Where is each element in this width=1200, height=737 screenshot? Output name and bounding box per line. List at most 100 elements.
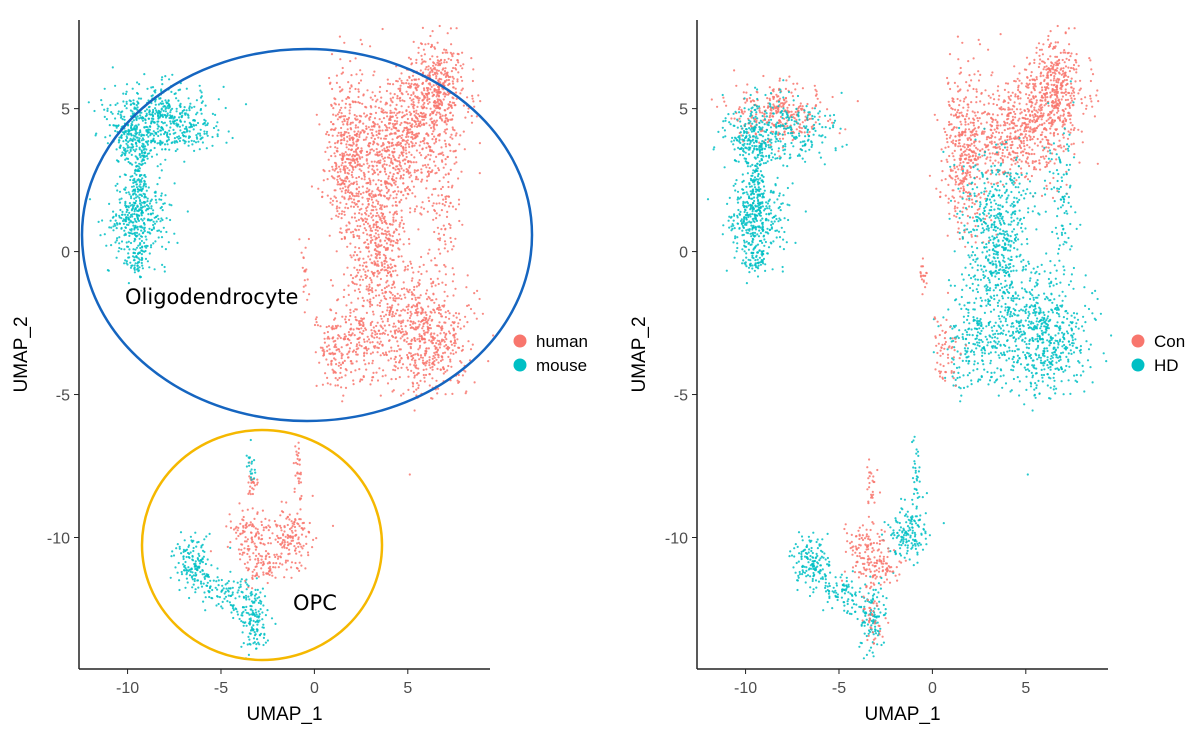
data-point bbox=[404, 149, 407, 152]
data-point bbox=[358, 328, 361, 331]
data-point bbox=[453, 150, 456, 153]
data-point bbox=[438, 339, 441, 343]
data-point bbox=[368, 177, 371, 180]
data-point bbox=[414, 95, 417, 98]
data-point bbox=[432, 130, 435, 133]
data-point bbox=[414, 308, 418, 312]
data-point bbox=[367, 203, 370, 206]
data-point bbox=[158, 141, 161, 144]
data-point bbox=[389, 97, 392, 100]
data-point bbox=[348, 184, 351, 187]
data-point bbox=[441, 185, 444, 189]
data-point bbox=[453, 336, 456, 339]
data-point bbox=[150, 205, 153, 208]
data-point bbox=[366, 335, 369, 338]
data-point bbox=[351, 166, 354, 169]
data-point bbox=[135, 148, 138, 151]
data-point bbox=[414, 339, 417, 343]
data-point bbox=[300, 533, 304, 536]
data-point bbox=[406, 311, 409, 315]
data-point bbox=[410, 140, 413, 143]
data-point bbox=[444, 51, 447, 54]
data-point bbox=[355, 194, 358, 197]
data-point bbox=[433, 301, 436, 304]
data-point bbox=[391, 313, 394, 316]
data-point bbox=[392, 240, 395, 243]
data-point bbox=[422, 98, 425, 101]
data-point bbox=[383, 245, 386, 249]
data-point bbox=[440, 104, 443, 107]
data-point bbox=[146, 218, 149, 221]
data-point bbox=[167, 99, 170, 102]
data-point bbox=[371, 168, 374, 171]
data-point bbox=[353, 113, 356, 117]
data-point bbox=[413, 294, 416, 297]
data-point bbox=[414, 322, 417, 325]
data-point bbox=[268, 573, 271, 577]
data-point bbox=[360, 317, 363, 320]
data-point bbox=[348, 347, 351, 350]
data-point bbox=[288, 527, 292, 531]
data-point bbox=[347, 186, 350, 189]
data-point bbox=[411, 293, 414, 296]
data-point bbox=[128, 193, 131, 196]
data-point bbox=[388, 126, 391, 129]
data-point bbox=[419, 42, 423, 45]
data-point bbox=[129, 148, 132, 151]
data-point bbox=[140, 229, 143, 232]
data-point bbox=[400, 366, 403, 369]
data-point bbox=[421, 107, 424, 110]
data-point bbox=[248, 632, 251, 635]
data-point bbox=[123, 152, 126, 155]
data-point bbox=[373, 346, 376, 349]
data-point bbox=[156, 142, 159, 145]
data-point bbox=[382, 117, 386, 120]
data-point bbox=[383, 332, 386, 335]
data-point bbox=[246, 552, 249, 556]
data-point bbox=[433, 71, 436, 74]
data-point bbox=[273, 553, 276, 557]
data-point bbox=[161, 263, 164, 266]
data-point bbox=[383, 137, 386, 140]
data-point bbox=[447, 364, 450, 368]
data-point bbox=[144, 162, 147, 165]
data-point bbox=[443, 299, 446, 302]
data-point bbox=[366, 340, 369, 343]
data-point bbox=[348, 103, 351, 106]
data-point bbox=[331, 165, 334, 168]
data-point bbox=[370, 160, 373, 163]
data-point bbox=[360, 164, 363, 168]
data-point bbox=[407, 308, 410, 311]
data-point bbox=[400, 325, 403, 328]
data-point bbox=[377, 173, 380, 176]
data-point bbox=[249, 608, 252, 611]
data-point bbox=[392, 335, 395, 339]
data-point bbox=[394, 356, 397, 359]
data-point bbox=[136, 100, 139, 103]
data-point bbox=[350, 205, 353, 208]
data-point bbox=[244, 621, 247, 624]
data-point bbox=[409, 310, 412, 313]
data-point bbox=[385, 146, 389, 149]
data-point bbox=[257, 559, 260, 562]
data-point bbox=[112, 229, 115, 232]
data-point bbox=[321, 195, 324, 199]
data-point bbox=[138, 154, 141, 157]
data-point bbox=[143, 126, 146, 129]
data-point bbox=[143, 223, 146, 226]
data-point bbox=[254, 620, 257, 624]
data-point bbox=[375, 257, 378, 260]
data-point bbox=[381, 27, 384, 31]
data-point bbox=[413, 359, 416, 362]
data-point bbox=[376, 332, 379, 335]
data-point bbox=[268, 519, 271, 522]
data-point bbox=[105, 118, 108, 121]
data-point bbox=[175, 97, 178, 100]
data-point bbox=[395, 127, 398, 130]
data-point bbox=[410, 82, 413, 85]
data-point bbox=[206, 558, 209, 561]
data-point bbox=[120, 247, 123, 251]
data-point bbox=[341, 361, 344, 364]
data-point bbox=[338, 206, 341, 209]
data-point bbox=[382, 143, 385, 146]
